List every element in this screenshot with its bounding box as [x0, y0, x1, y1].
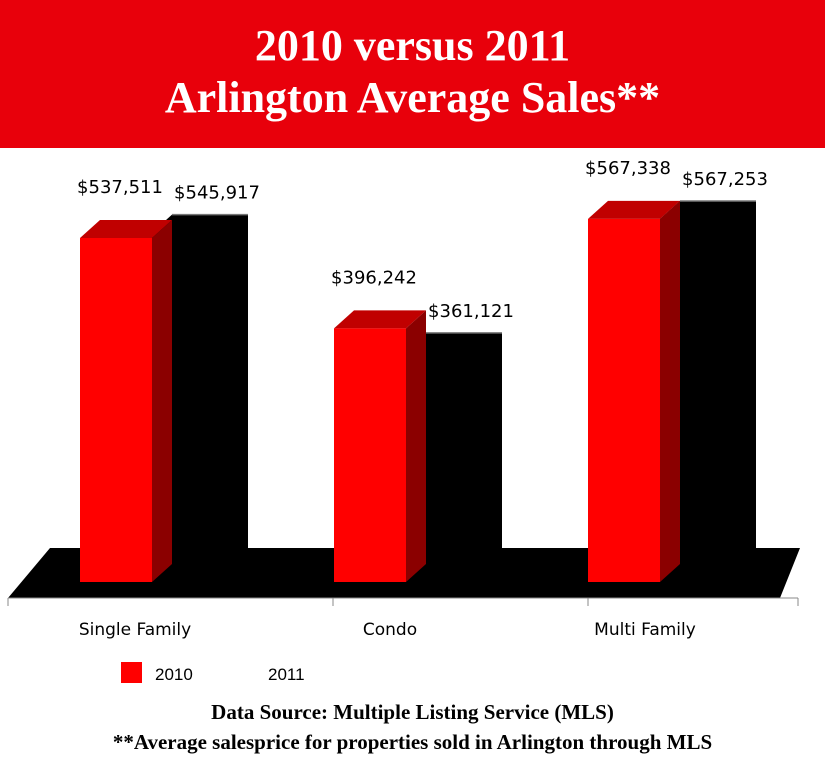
data-label-2010: $537,511 [77, 177, 163, 198]
footnote: **Average salesprice for properties sold… [112, 730, 713, 754]
legend-swatch-2010 [121, 662, 142, 683]
bar-chart: Single Family Condo Multi Family $537,511 $… [7, 158, 800, 684]
bar-2010-0 [80, 238, 152, 582]
bar-2011-1 [406, 332, 502, 582]
bar-2010-top-1 [334, 310, 426, 329]
bar-2010-2 [588, 218, 660, 582]
data-label-2010: $567,338 [585, 158, 671, 179]
bar-2010-side-0 [152, 220, 172, 582]
bar-2010-side-1 [406, 310, 426, 582]
chart-title-line-2: Arlington Average Sales** [164, 73, 661, 122]
data-source-note: Data Source: Multiple Listing Service (M… [211, 700, 614, 724]
data-label-2011: $545,917 [174, 183, 260, 204]
data-label-2011: $567,253 [682, 169, 768, 190]
chart-title-banner: 2010 versus 2011 Arlington Average Sales… [0, 0, 825, 148]
chart-title-line-1: 2010 versus 2011 [254, 21, 571, 70]
category-label: Multi Family [594, 620, 696, 640]
data-label-2010: $396,242 [331, 267, 417, 288]
category-label: Condo [363, 620, 417, 640]
bar-2010-1 [334, 328, 406, 582]
legend-label-2011: 2011 [268, 665, 305, 684]
category-label: Single Family [79, 620, 191, 640]
bar-2010-top-0 [80, 220, 172, 238]
data-label-2011: $361,121 [428, 301, 514, 322]
legend-label-2010: 2010 [155, 665, 193, 684]
bar-2011-2 [660, 200, 756, 582]
bar-2010-side-2 [660, 200, 680, 582]
bar-2010-top-2 [588, 200, 680, 219]
bar-2011-0 [152, 214, 248, 582]
legend: 2010 2011 [121, 662, 305, 684]
